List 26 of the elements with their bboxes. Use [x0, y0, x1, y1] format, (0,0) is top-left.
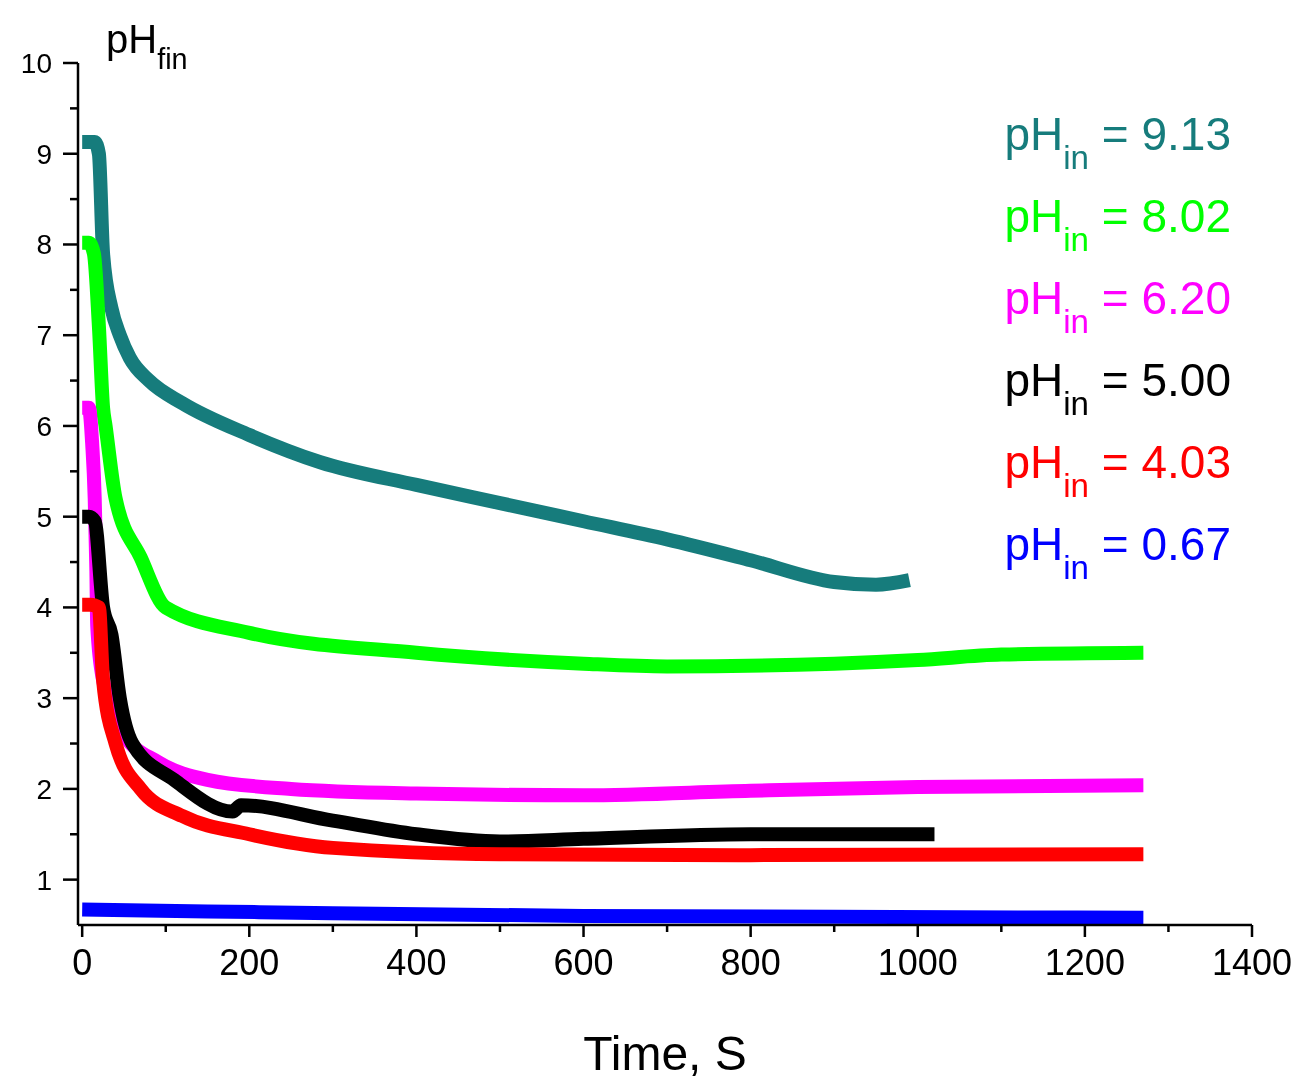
x-tick-label: 1200 [1044, 942, 1125, 983]
text: pH$_{in}$ = 4.03 [1004, 436, 1231, 504]
x-tick-label: 400 [386, 942, 447, 983]
x-tick-label: 0 [72, 942, 93, 983]
text: pH$_{in}$ = 8.02 [1004, 190, 1231, 258]
text: pH$_{in}$ = 0.67 [1004, 518, 1231, 586]
x-tick-label: 1000 [877, 942, 958, 983]
y-tick-label: 2 [36, 773, 52, 805]
y-tick-label: 4 [36, 592, 52, 624]
y-tick-label: 7 [36, 320, 52, 352]
x-tick-label: 600 [553, 942, 614, 983]
y-tick-label: 8 [36, 229, 52, 261]
y-tick-label: 6 [36, 410, 52, 442]
y-tick-label: 9 [36, 138, 52, 170]
y-tick-label: 1 [36, 864, 52, 896]
x-tick-label: 200 [219, 942, 280, 983]
text: pH$_{in}$ = 9.13 [1004, 108, 1231, 176]
x-axis-title: Time, S [583, 1027, 747, 1080]
x-tick-label: 800 [720, 942, 781, 983]
text: pH$_{in}$ = 5.00 [1004, 354, 1231, 422]
y-tick-label: 3 [36, 683, 52, 715]
text: pH$_{in}$ = 6.20 [1004, 272, 1231, 340]
x-tick-label: 1400 [1211, 942, 1293, 983]
y-tick-label: 10 [20, 48, 52, 79]
y-axis-title: pH$_{fin}$ [106, 17, 188, 75]
y-tick-label: 5 [36, 501, 52, 533]
